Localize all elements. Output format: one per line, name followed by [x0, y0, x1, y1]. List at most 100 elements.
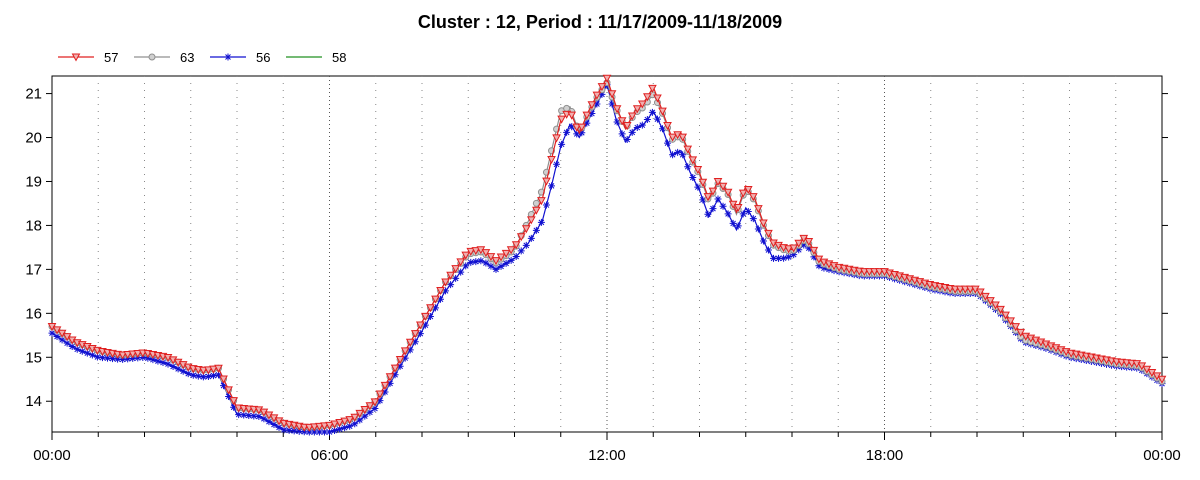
data-point — [290, 427, 298, 435]
data-point — [396, 362, 404, 370]
x-tick-label: 12:00 — [588, 447, 626, 464]
data-point — [144, 354, 152, 362]
data-point — [795, 246, 803, 254]
data-point — [506, 246, 516, 255]
data-point — [154, 357, 162, 365]
data-point — [88, 351, 96, 359]
data-point — [456, 258, 466, 267]
data-point — [341, 424, 349, 432]
data-point — [209, 365, 218, 374]
data-point — [335, 419, 344, 428]
data-point — [376, 397, 384, 405]
data-point — [678, 133, 688, 142]
data-point — [698, 178, 708, 187]
data-point — [466, 247, 476, 256]
data-point — [461, 251, 471, 260]
x-tick-label: 18:00 — [866, 447, 904, 464]
data-point — [169, 362, 177, 370]
data-point — [542, 177, 551, 186]
data-point — [578, 129, 586, 137]
y-tick-label: 14 — [25, 393, 42, 410]
data-point — [764, 246, 772, 254]
data-point — [521, 225, 531, 234]
data-point — [1006, 317, 1015, 326]
data-point — [416, 330, 424, 338]
data-point — [415, 321, 425, 330]
y-tick-label: 16 — [25, 305, 42, 322]
data-point — [380, 381, 390, 390]
data-point — [704, 210, 712, 218]
data-point — [593, 100, 601, 108]
data-point — [304, 423, 314, 432]
data-point — [820, 264, 828, 272]
data-point — [350, 413, 360, 422]
data-point — [497, 262, 505, 270]
data-point — [260, 415, 268, 423]
data-point — [986, 297, 995, 306]
legend-label: 57 — [104, 50, 118, 65]
data-point — [179, 367, 187, 375]
data-point — [451, 265, 460, 274]
data-point — [723, 188, 733, 197]
data-point — [356, 416, 364, 424]
data-point — [708, 187, 718, 196]
data-point — [526, 216, 536, 225]
data-point — [491, 257, 501, 266]
data-point — [481, 249, 491, 258]
data-point — [557, 115, 566, 124]
data-point — [588, 110, 596, 118]
data-point — [573, 130, 581, 138]
data-point — [270, 421, 278, 429]
y-tick-label: 15 — [25, 349, 42, 366]
data-point — [950, 285, 960, 294]
data-point — [870, 268, 879, 277]
data-point — [632, 105, 642, 114]
data-point — [738, 189, 748, 198]
data-point — [204, 366, 213, 375]
data-point — [718, 182, 728, 191]
data-point — [537, 197, 546, 206]
data-point — [653, 115, 661, 123]
data-point — [643, 116, 651, 124]
data-point — [516, 233, 526, 242]
data-point — [472, 258, 480, 266]
data-point — [199, 373, 207, 381]
data-point — [245, 412, 253, 420]
data-point — [330, 420, 339, 429]
data-point — [537, 218, 545, 226]
data-point — [996, 305, 1005, 314]
data-point — [48, 329, 56, 337]
data-point — [421, 312, 430, 321]
data-point — [548, 182, 555, 190]
data-point — [699, 196, 707, 204]
legend-label: 63 — [180, 50, 194, 65]
data-point — [638, 121, 646, 129]
data-point — [815, 262, 823, 270]
data-point — [568, 123, 576, 131]
data-point — [572, 123, 582, 132]
data-point — [770, 254, 777, 262]
data-point — [764, 229, 773, 238]
grid — [97, 76, 1117, 432]
data-point — [405, 338, 415, 347]
data-point — [204, 372, 212, 380]
data-point — [184, 370, 192, 378]
legend-label: 58 — [332, 50, 346, 65]
data-point — [780, 254, 788, 262]
data-point — [240, 411, 248, 419]
data-point — [482, 259, 490, 267]
data-point — [426, 304, 435, 313]
data-point — [754, 205, 763, 214]
data-point — [487, 262, 495, 270]
data-point — [391, 371, 399, 379]
data-point — [235, 411, 243, 419]
data-point — [809, 246, 819, 255]
data-point — [280, 426, 288, 434]
data-point — [381, 388, 389, 396]
data-point — [567, 111, 577, 120]
data-point — [471, 247, 481, 256]
data-point — [215, 371, 222, 379]
legend-item-56: 56 — [210, 50, 270, 65]
data-point — [627, 112, 637, 121]
